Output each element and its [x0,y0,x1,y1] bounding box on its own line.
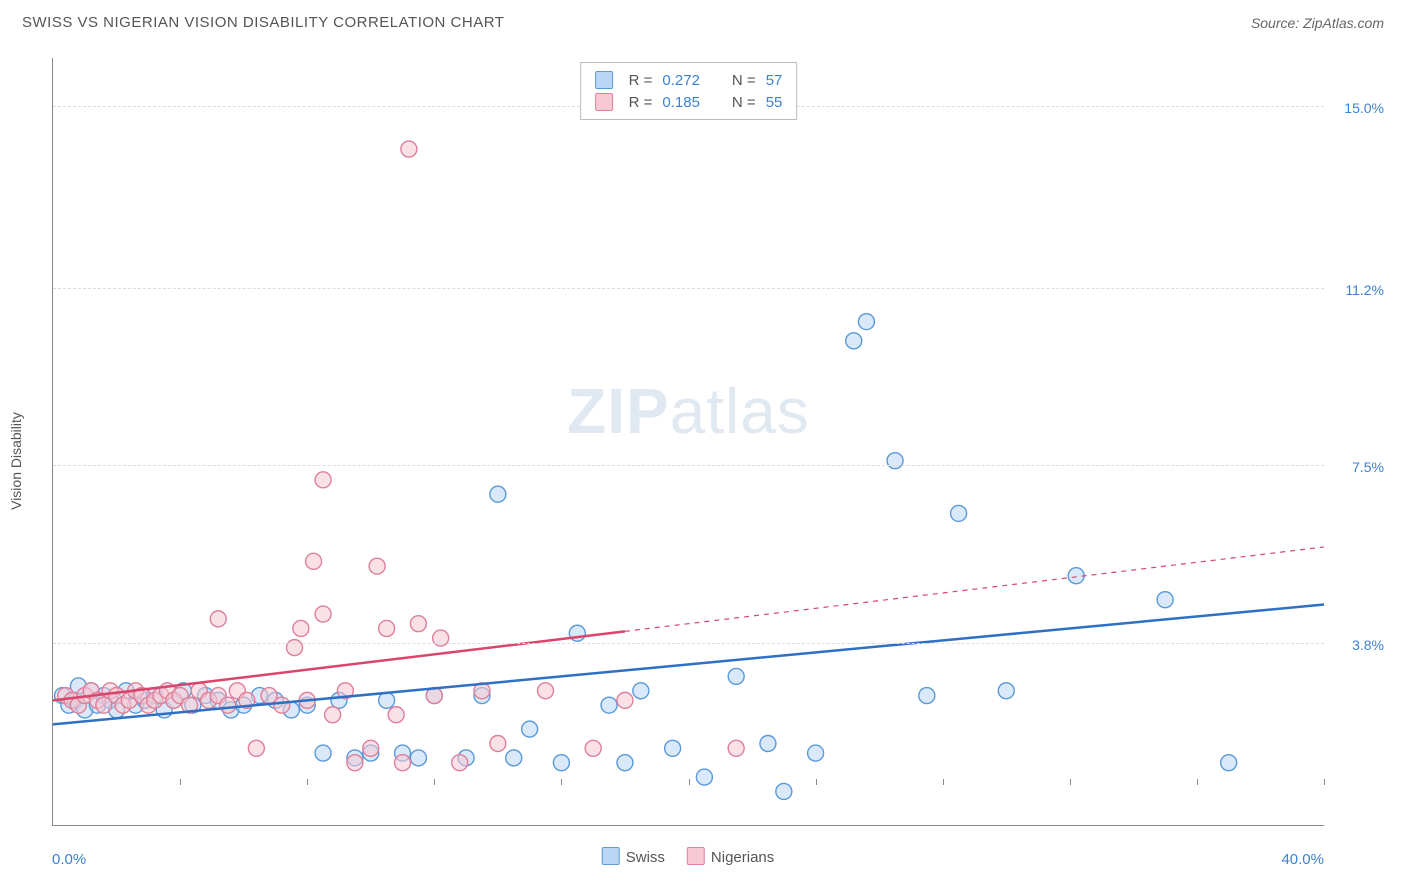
data-point [858,314,874,330]
data-point [347,755,363,771]
data-point [728,740,744,756]
legend-bottom: Swiss Nigerians [602,847,775,866]
data-point [585,740,601,756]
gridline [53,643,1324,644]
ytick-label: 3.8% [1328,637,1384,653]
data-point [728,668,744,684]
data-point [388,707,404,723]
data-point [776,783,792,799]
data-point [315,745,331,761]
trend-line [53,604,1324,724]
data-point [306,553,322,569]
data-point [919,688,935,704]
data-point [379,692,395,708]
chart-container: Vision Disability ZIPatlas R = 0.272N = … [22,50,1384,872]
ytick-label: 7.5% [1328,459,1384,475]
data-point [490,736,506,752]
data-point [410,616,426,632]
data-point [522,721,538,737]
data-point [293,620,309,636]
legend-item: Nigerians [687,847,774,866]
scatter-svg [53,58,1324,825]
data-point [951,505,967,521]
data-point [490,486,506,502]
data-point [410,750,426,766]
data-point [363,740,379,756]
legend-item: Swiss [602,847,665,866]
data-point [538,683,554,699]
data-point [553,755,569,771]
data-point [696,769,712,785]
data-point [808,745,824,761]
data-point [315,472,331,488]
data-point [452,755,468,771]
stats-legend: R = 0.272N = 57R = 0.185N = 55 [580,62,798,120]
data-point [274,697,290,713]
data-point [998,683,1014,699]
x-axis: 0.0% Swiss Nigerians 40.0% [52,826,1324,872]
data-point [369,558,385,574]
xaxis-min-label: 0.0% [52,851,86,868]
data-point [665,740,681,756]
data-point [1157,592,1173,608]
data-point [617,755,633,771]
stats-row: R = 0.185N = 55 [595,91,783,113]
data-point [220,697,236,713]
ytick-label: 15.0% [1328,100,1384,116]
data-point [506,750,522,766]
yaxis-title: Vision Disability [8,412,24,510]
data-point [210,611,226,627]
trend-line-dashed [625,547,1324,631]
gridline [53,465,1324,466]
source-label: Source: ZipAtlas.com [1251,15,1384,31]
data-point [401,141,417,157]
data-point [315,606,331,622]
data-point [846,333,862,349]
ytick-label: 11.2% [1328,282,1384,298]
data-point [379,620,395,636]
stats-row: R = 0.272N = 57 [595,69,783,91]
data-point [617,692,633,708]
data-point [633,683,649,699]
data-point [248,740,264,756]
data-point [395,755,411,771]
gridline [53,288,1324,289]
data-point [760,736,776,752]
xaxis-max-label: 40.0% [1281,851,1324,868]
data-point [601,697,617,713]
data-point [325,707,341,723]
data-point [1221,755,1237,771]
chart-title: SWISS VS NIGERIAN VISION DISABILITY CORR… [22,14,504,31]
plot-area: ZIPatlas R = 0.272N = 57R = 0.185N = 55 … [52,58,1324,826]
